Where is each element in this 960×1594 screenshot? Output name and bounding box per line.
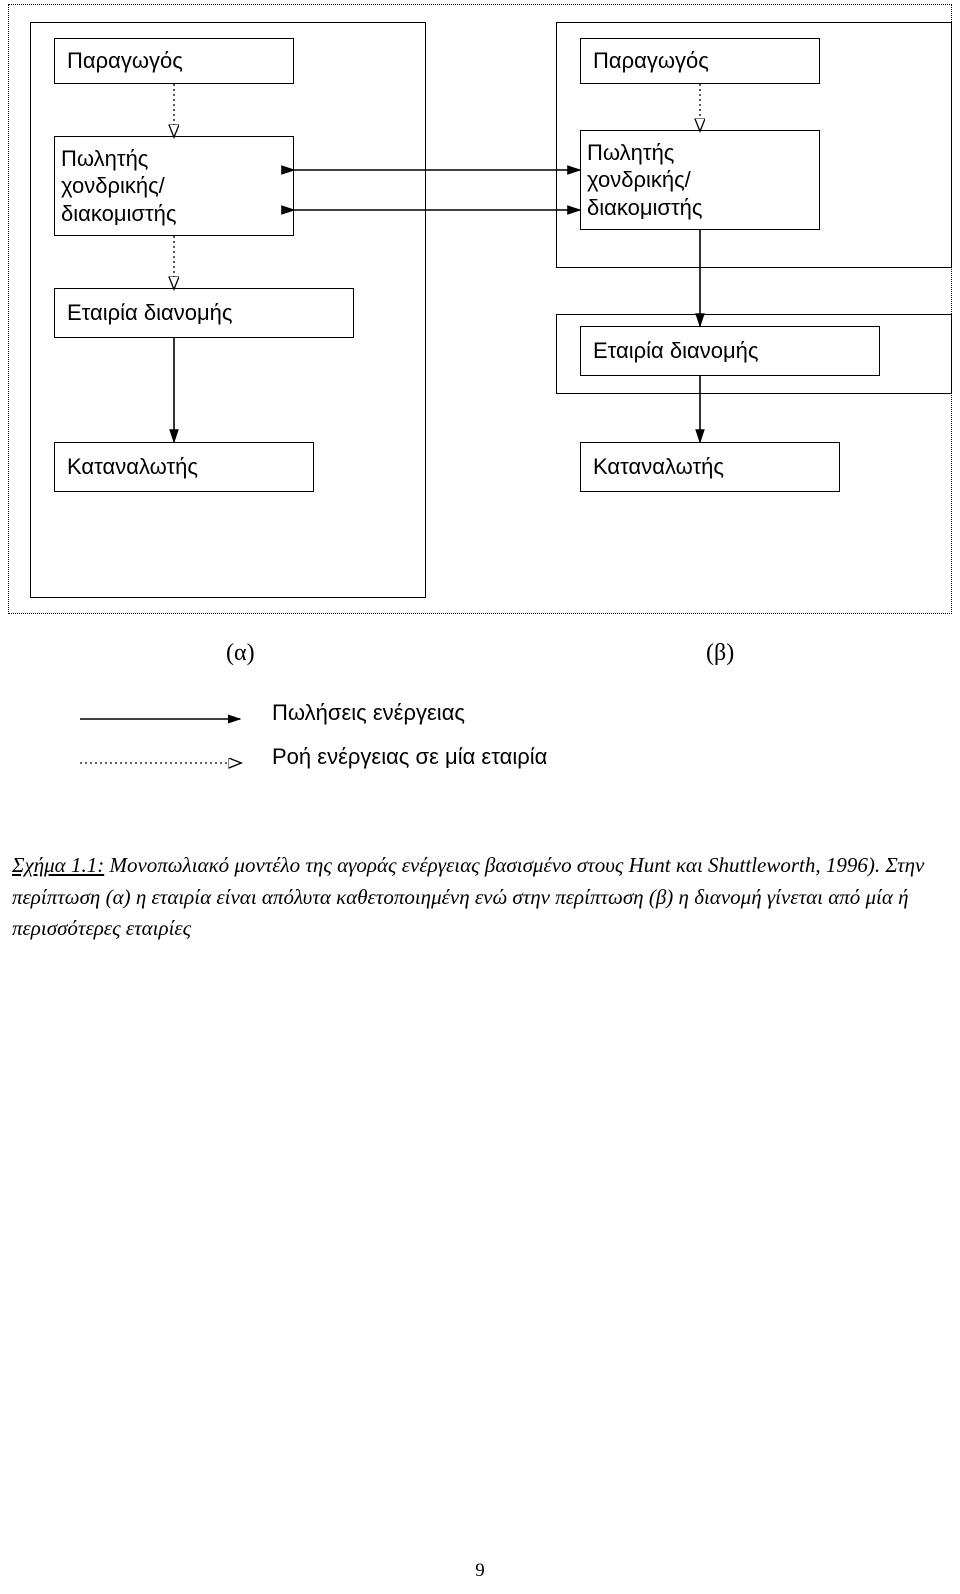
legend: Πωλήσεις ενέργειας Ροή ενέργειας σε μία …	[80, 700, 547, 788]
page-number: 9	[0, 1560, 960, 1582]
column-label-alpha: (α)	[226, 640, 255, 667]
figure-caption: Σχήμα 1.1: Μονοπωλιακό μοντέλο της αγορά…	[12, 850, 948, 945]
legend-row-solid: Πωλήσεις ενέργειας	[80, 700, 547, 726]
legend-text-solid: Πωλήσεις ενέργειας	[272, 700, 465, 726]
column-label-beta: (β)	[706, 640, 734, 667]
caption-lead: Σχήμα 1.1:	[12, 853, 104, 877]
legend-text-dotted: Ροή ενέργειας σε μία εταιρία	[272, 744, 547, 770]
arrow-layer	[0, 0, 960, 620]
legend-line-dotted	[80, 750, 250, 764]
legend-row-dotted: Ροή ενέργειας σε μία εταιρία	[80, 744, 547, 770]
caption-body: Μονοπωλιακό μοντέλο της αγοράς ενέργειας…	[12, 853, 924, 940]
legend-line-solid	[80, 706, 250, 720]
